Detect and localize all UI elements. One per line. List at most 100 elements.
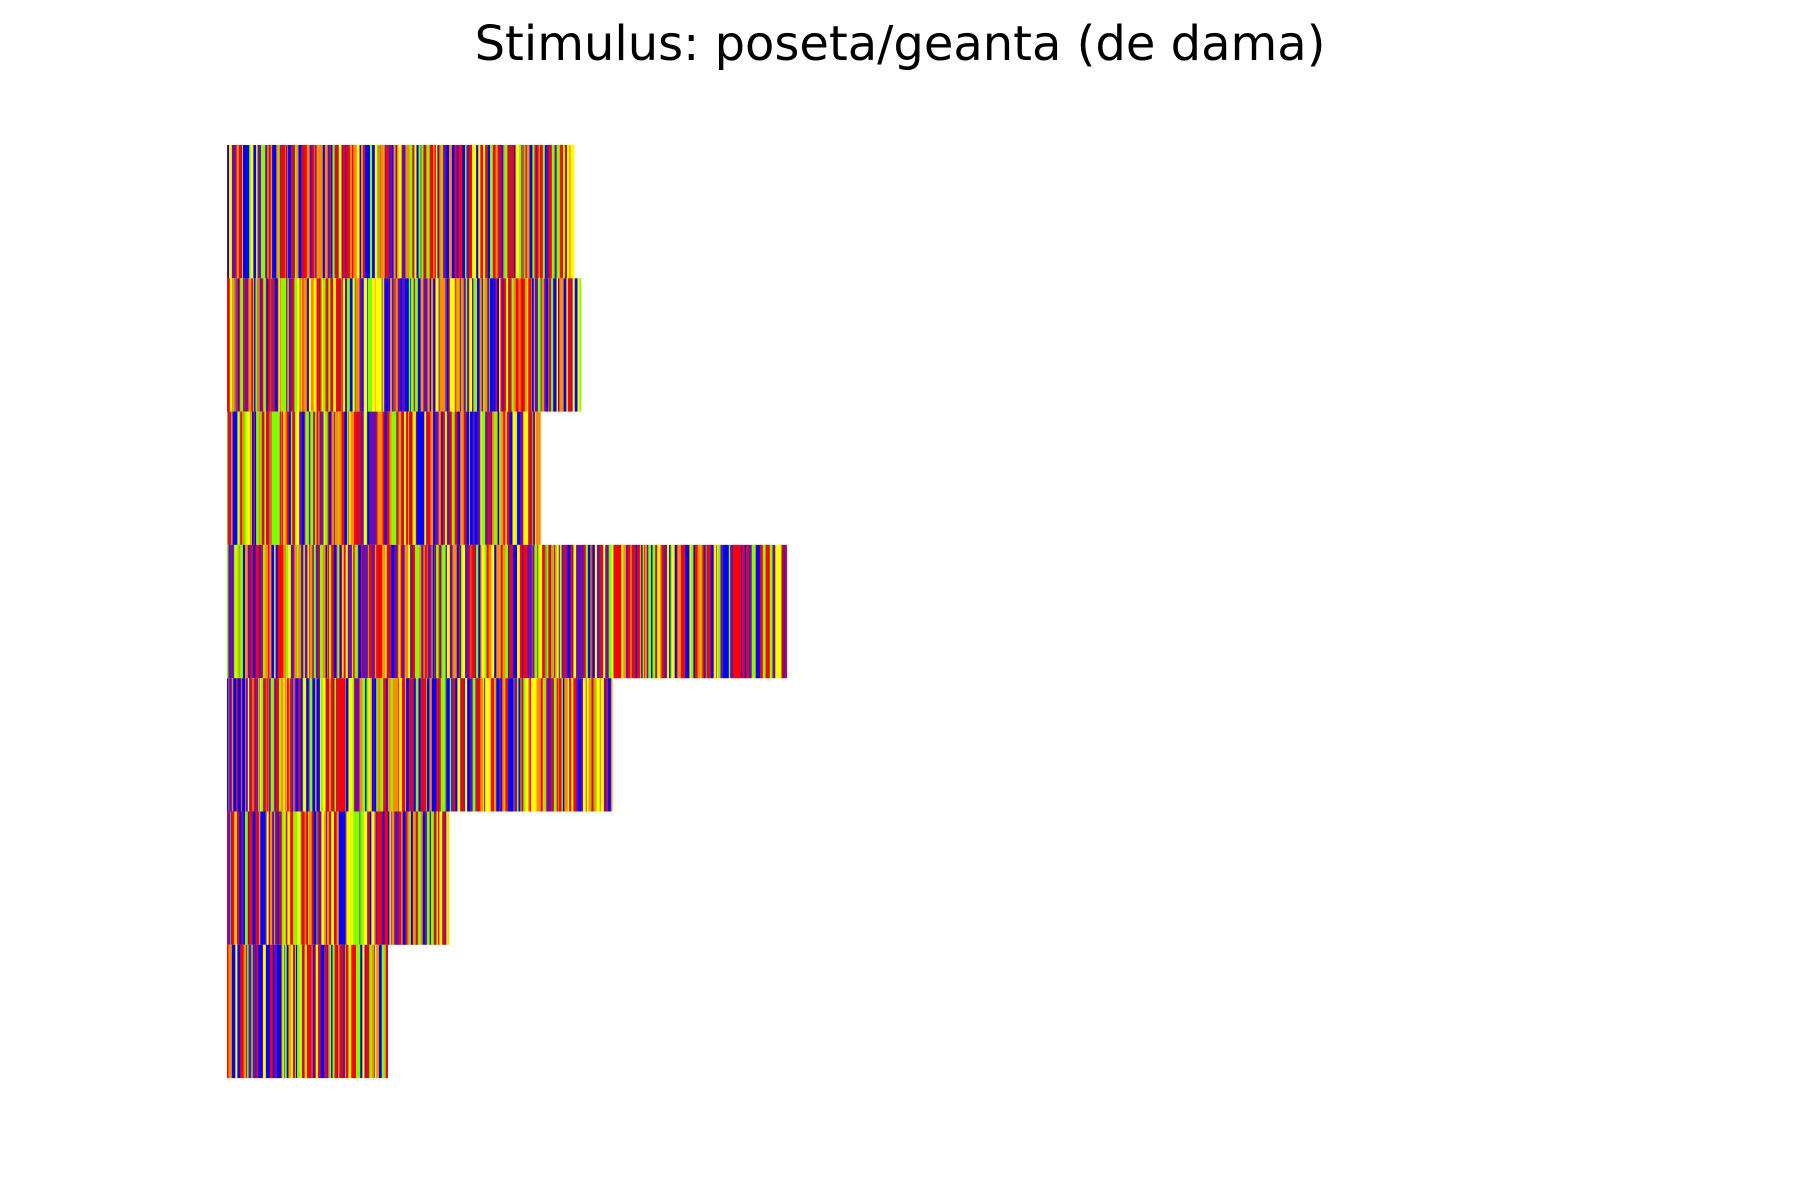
stripe-6-42	[292, 811, 294, 945]
stripe-3-136	[447, 411, 451, 545]
stripe-1-145	[487, 145, 491, 279]
stripe-5-51	[299, 678, 301, 812]
stripe-1-161	[519, 145, 522, 279]
stripe-1-108	[414, 145, 417, 279]
stripe-1-186	[562, 145, 566, 279]
stripe-5-180	[531, 678, 535, 812]
stripe-4-206	[572, 544, 574, 679]
stripe-2-93	[372, 278, 376, 412]
stripe-4-147	[472, 544, 474, 679]
stripe-6-70	[342, 811, 344, 945]
stripe-4-120	[431, 544, 433, 679]
stripe-5-220	[603, 678, 607, 812]
stripe-7-13	[249, 944, 252, 1079]
stripe-4-53	[325, 544, 327, 679]
stripe-4-38	[302, 544, 304, 679]
stripe-3-138	[451, 411, 455, 545]
stripe-5-62	[320, 678, 321, 812]
stripe-7-43	[299, 944, 302, 1079]
stripe-4-238	[631, 544, 634, 679]
stripe-1-121	[437, 145, 440, 279]
stripe-2-178	[510, 278, 512, 412]
stripe-1-66	[341, 145, 344, 279]
stripe-4-270	[687, 544, 690, 679]
stripe-5-125	[436, 678, 439, 812]
stripe-7-90	[376, 944, 379, 1079]
stripe-2-212	[568, 278, 571, 412]
stripe-5-194	[556, 678, 559, 812]
stripe-1-31	[279, 145, 281, 279]
stripe-4-73	[354, 544, 358, 679]
stripe-7-33	[284, 944, 287, 1079]
chart-title: Stimulus: poseta/geanta (de dama)	[474, 16, 1326, 72]
stripe-4-196	[556, 544, 559, 679]
stripe-3-118	[415, 411, 417, 545]
stripe-2-26	[265, 278, 267, 412]
stripe-5-123	[431, 678, 435, 812]
stripe-6-24	[265, 811, 267, 945]
stripe-1-181	[551, 145, 555, 279]
stripe-4-121	[432, 544, 435, 679]
stripe-2-105	[388, 278, 389, 412]
stripe-1-158	[515, 145, 516, 279]
stimulus-row-2	[227, 278, 582, 412]
stripe-3-92	[369, 411, 372, 545]
stripe-3-176	[519, 411, 523, 545]
stripe-5-177	[528, 678, 530, 812]
stripe-7-86	[369, 944, 373, 1079]
stripe-5-137	[460, 678, 463, 812]
stripe-3-38	[279, 411, 280, 545]
stripe-3-10	[241, 411, 243, 545]
stripe-3-88	[360, 411, 364, 545]
stripe-7-37	[289, 944, 292, 1079]
stripe-5-128	[443, 678, 446, 812]
stripe-2-196	[541, 278, 545, 412]
stripe-4-198	[558, 544, 560, 679]
stripe-4-99	[398, 544, 401, 679]
stripe-3-157	[490, 411, 493, 545]
stripe-6-33	[275, 811, 279, 945]
stripe-4-42	[306, 544, 308, 679]
stripe-4-105	[410, 544, 412, 679]
stripe-4-266	[678, 544, 682, 679]
stripe-4-172	[517, 544, 521, 679]
stripe-1-59	[329, 145, 332, 279]
stripe-6-13	[247, 811, 249, 945]
stripe-7-70	[342, 944, 346, 1079]
stripe-3-11	[242, 411, 244, 545]
stripe-5-69	[331, 678, 335, 812]
stripe-2-40	[285, 278, 288, 412]
stripe-3-26	[261, 411, 265, 545]
stripe-2-198	[546, 278, 549, 412]
stripe-3-170	[509, 411, 513, 545]
stripe-4-43	[307, 544, 310, 679]
stripe-4-191	[548, 544, 552, 679]
stripe-1-79	[365, 145, 368, 279]
stripe-1-139	[476, 145, 479, 279]
stripe-5-0	[227, 678, 229, 812]
stripe-5-23	[258, 678, 260, 812]
stripe-1-119	[434, 145, 437, 279]
stripe-2-126	[426, 278, 428, 412]
stripe-2-45	[294, 278, 297, 412]
stripe-1-180	[549, 145, 553, 279]
stripe-2-203	[555, 278, 557, 412]
stripe-4-289	[717, 544, 718, 679]
stripe-3-80	[348, 411, 350, 545]
stripe-4-261	[671, 544, 673, 679]
stripe-5-46	[293, 678, 295, 812]
stripe-7-64	[334, 944, 336, 1079]
stripe-4-60	[336, 544, 339, 679]
stripe-1-138	[474, 145, 477, 279]
stripe-4-110	[415, 544, 417, 679]
stripe-2-148	[460, 278, 462, 412]
stripe-3-81	[349, 411, 351, 545]
stripe-4-56	[327, 544, 330, 679]
stripe-7-47	[304, 944, 308, 1079]
stripe-7-23	[268, 944, 271, 1079]
stripe-6-87	[367, 811, 371, 945]
stripe-4-185	[537, 544, 540, 679]
stripe-1-60	[331, 145, 333, 279]
stripe-5-20	[255, 678, 257, 812]
stripe-1-94	[389, 145, 392, 279]
